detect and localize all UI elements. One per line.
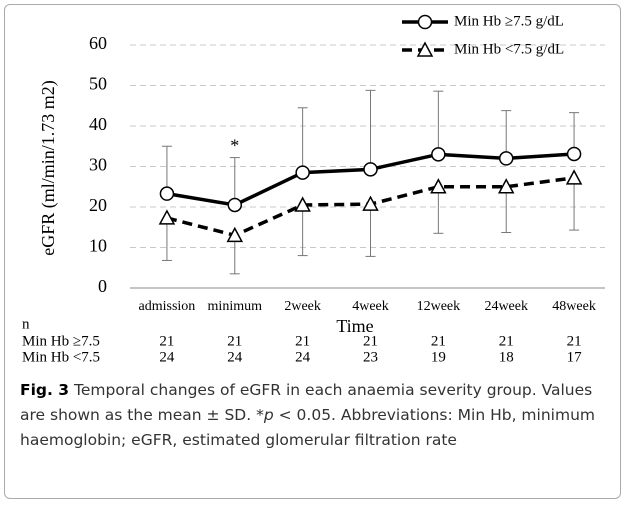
marker — [497, 178, 515, 194]
n-value: 21 — [159, 333, 174, 349]
marker — [158, 209, 176, 225]
marker — [417, 14, 433, 30]
n-value: 23 — [363, 349, 378, 365]
marker — [363, 162, 378, 177]
n-label: n — [22, 316, 30, 332]
n-row-label: Min Hb ≥7.5 — [22, 333, 100, 349]
y-tick-label: 10 — [89, 236, 107, 256]
caption: Fig. 3 Temporal changes of eGFR in each … — [20, 378, 610, 453]
n-value: 17 — [567, 349, 583, 365]
n-value: 24 — [227, 349, 243, 365]
marker — [226, 226, 244, 243]
x-tick-label: admission — [139, 299, 196, 314]
legend-label: Min Hb <7.5 g/dL — [454, 41, 564, 57]
n-row-label: Min Hb <7.5 — [22, 349, 100, 365]
n-value: 21 — [227, 333, 242, 349]
marker — [227, 197, 243, 213]
x-tick-label: 24week — [484, 299, 528, 314]
marker — [159, 186, 175, 201]
n-value: 21 — [567, 333, 582, 349]
chart: Time eGFR (ml/min/1.73 m2) n 0 10 20 30 40 50… — [22, 13, 605, 365]
annotation: * — [230, 136, 239, 156]
n-value: 24 — [295, 349, 311, 365]
n-value: 21 — [431, 333, 446, 349]
marker — [362, 195, 379, 211]
caption-italic: p — [263, 406, 274, 424]
n-value: 21 — [363, 333, 378, 349]
y-axis-title: eGFR (ml/min/1.73 m2) — [38, 80, 59, 256]
x-tick-label: 2week — [284, 299, 321, 314]
marker — [498, 151, 514, 166]
x-tick-label: 12week — [417, 299, 461, 314]
n-value: 24 — [159, 349, 175, 365]
y-tick-label: 30 — [89, 155, 107, 175]
marker — [294, 196, 311, 212]
n-value: 21 — [295, 333, 310, 349]
x-tick-label: 4week — [352, 299, 389, 314]
x-axis-title: Time — [336, 316, 373, 336]
caption-text: < 0.05. Abbreviations: Min Hb, minimum h… — [20, 406, 595, 449]
y-tick-label: 60 — [89, 33, 107, 53]
marker — [416, 41, 434, 57]
n-value: 18 — [499, 349, 514, 365]
y-tick-label: 0 — [98, 276, 107, 296]
marker — [566, 146, 582, 162]
x-tick-label: 48week — [552, 299, 596, 314]
caption-label: Fig. 3 — [20, 381, 70, 399]
y-tick-label: 40 — [89, 114, 107, 134]
marker — [431, 147, 446, 162]
n-value: 19 — [431, 349, 446, 365]
marker — [565, 169, 583, 185]
x-tick-label: minimum — [208, 299, 263, 314]
y-tick-label: 20 — [89, 195, 107, 215]
legend-label: Min Hb ≥7.5 g/dL — [454, 13, 564, 29]
figure-frame — [4, 4, 621, 499]
n-value: 21 — [499, 333, 514, 349]
marker — [295, 165, 310, 180]
marker — [430, 178, 447, 194]
y-tick-label: 50 — [89, 74, 107, 94]
caption-text: Temporal changes of eGFR in each anaemia… — [20, 381, 593, 424]
